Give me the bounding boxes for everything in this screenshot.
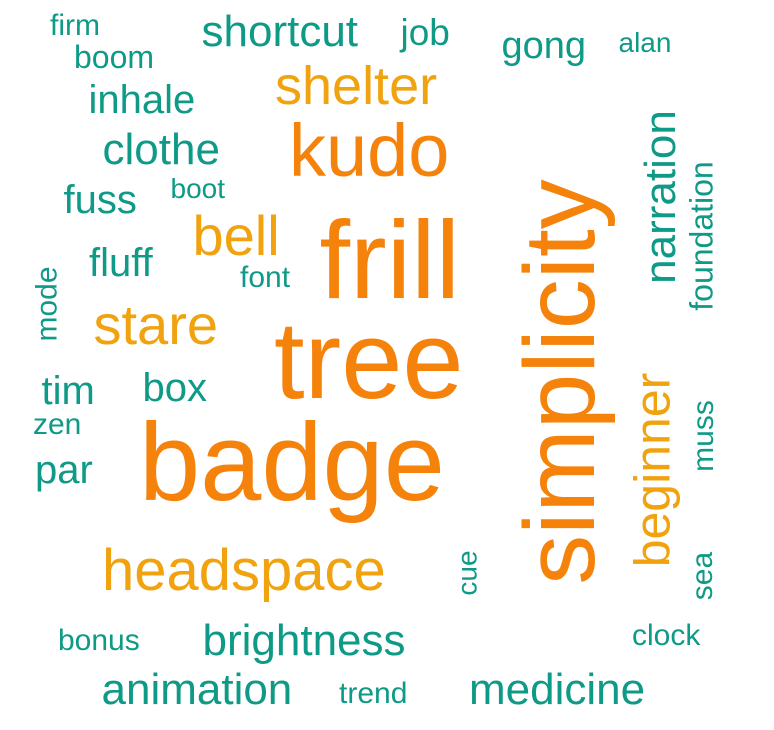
word-bonus: bonus [58, 624, 140, 657]
word-medicine: medicine [469, 665, 646, 714]
word-mode: mode [30, 266, 64, 342]
word-clock: clock [632, 619, 701, 652]
word-trend: trend [339, 677, 408, 710]
word-shelter: shelter [275, 56, 438, 116]
word-frill: frill [319, 199, 461, 322]
word-animation: animation [101, 665, 293, 714]
word-job: job [400, 11, 450, 53]
word-box: box [142, 366, 208, 410]
word-par: par [35, 448, 93, 492]
word-font: font [240, 261, 291, 294]
word-cue: cue [451, 550, 483, 596]
word-tree: tree [274, 299, 464, 422]
word-sea: sea [686, 551, 720, 601]
word-shortcut: shortcut [201, 7, 359, 56]
word-badge: badge [139, 401, 445, 524]
word-beginner: beginner [623, 372, 680, 568]
word-clothe: clothe [102, 125, 220, 174]
word-zen: zen [33, 408, 82, 441]
word-stare: stare [93, 293, 219, 356]
word-kudo: kudo [289, 109, 450, 192]
word-headspace: headspace [102, 538, 386, 603]
word-alan: alan [618, 27, 672, 58]
word-foundation: foundation [683, 161, 720, 311]
word-fluff: fluff [89, 241, 153, 285]
word-tim: tim [41, 369, 95, 413]
word-boot: boot [170, 173, 226, 204]
word-firm: firm [50, 9, 100, 42]
word-muss: muss [686, 400, 720, 472]
word-brightness: brightness [202, 616, 406, 665]
word-boom: boom [74, 39, 155, 75]
word-narration: narration [635, 110, 685, 284]
word-fuss: fuss [63, 178, 137, 222]
word-gong: gong [501, 25, 587, 67]
word-simplicity: simplicity [503, 179, 616, 585]
word-bell: bell [192, 204, 280, 267]
word-inhale: inhale [88, 78, 196, 122]
